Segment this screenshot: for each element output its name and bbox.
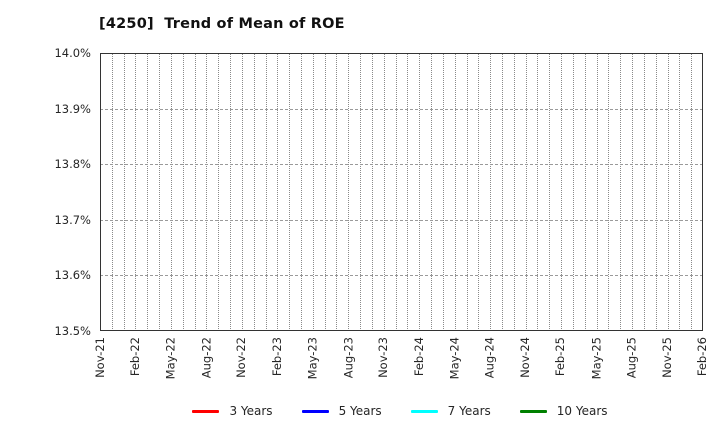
gridline-vertical <box>419 53 421 331</box>
x-axis-tick-label: May-24 <box>447 337 462 380</box>
gridline-vertical <box>478 53 480 331</box>
gridline-vertical <box>655 53 657 331</box>
gridline-vertical <box>360 53 362 331</box>
gridline-vertical <box>691 53 693 331</box>
y-axis-tick-label: 14.0% <box>54 46 91 60</box>
x-axis-tick-label: Aug-23 <box>340 337 355 379</box>
gridline-vertical <box>525 53 527 331</box>
legend-label: 3 Years <box>229 404 273 418</box>
y-axis-tick-label: 13.6% <box>54 268 91 283</box>
y-axis-tick-label: 13.8% <box>54 157 91 172</box>
gridline-vertical <box>182 53 184 331</box>
gridline-vertical <box>123 53 125 331</box>
x-axis-tick-label: Nov-25 <box>660 337 675 378</box>
gridline-vertical <box>383 53 385 331</box>
gridline-vertical <box>442 53 444 331</box>
gridline-vertical <box>620 53 622 331</box>
x-axis-tick-label: Feb-22 <box>127 337 142 377</box>
plot-area <box>100 53 703 331</box>
legend-label: 5 Years <box>338 404 382 418</box>
gridline-horizontal <box>100 275 703 277</box>
x-axis-tick-label: Aug-22 <box>198 337 213 379</box>
gridline-vertical <box>206 53 208 331</box>
x-axis-tick-label: May-22 <box>163 337 178 380</box>
gridline-vertical <box>301 53 302 331</box>
y-axis-tick-label: 13.5% <box>54 324 91 338</box>
data-series-layer <box>100 53 703 331</box>
gridline-vertical <box>490 53 492 331</box>
legend-line-swatch <box>519 410 547 413</box>
gridline-vertical <box>608 53 610 331</box>
gridline-vertical <box>572 53 574 331</box>
x-axis-tick-label: May-23 <box>305 337 320 380</box>
legend: 3 Years 5 Years 7 Years 10 Years <box>40 404 720 419</box>
y-axis-tick-label: 13.9% <box>54 101 91 116</box>
gridline-vertical <box>632 53 634 331</box>
gridline-vertical <box>395 53 397 331</box>
legend-line-swatch <box>410 410 438 413</box>
gridline-horizontal <box>100 219 703 221</box>
x-axis-tick-label: Feb-24 <box>411 337 426 377</box>
x-axis-tick-label: Aug-25 <box>624 337 639 379</box>
x-axis-tick-label: Feb-23 <box>269 337 284 377</box>
gridline-vertical <box>679 53 681 331</box>
legend-line-swatch <box>301 410 329 413</box>
gridline-vertical <box>407 53 409 331</box>
gridline-vertical <box>218 53 220 331</box>
chart-title: [4250] Trend of Mean of ROE <box>99 16 345 32</box>
legend-item-3-years: 3 Years <box>192 404 273 419</box>
gridline-vertical <box>537 53 539 331</box>
x-axis-tick-label: Feb-25 <box>553 337 568 377</box>
gridline-horizontal <box>100 108 703 110</box>
gridline-vertical <box>147 53 149 331</box>
legend-label: 10 Years <box>556 404 608 418</box>
x-axis-tick-label: Nov-23 <box>376 337 391 378</box>
gridline-vertical <box>135 53 137 331</box>
gridline-vertical <box>170 53 172 331</box>
gridline-vertical <box>667 53 669 331</box>
gridline-vertical <box>596 53 598 331</box>
gridline-vertical <box>348 53 350 331</box>
gridline-vertical <box>324 53 326 331</box>
gridline-vertical <box>466 53 468 331</box>
gridline-vertical <box>431 53 433 331</box>
gridline-vertical <box>513 53 515 331</box>
legend-item-10-years: 10 Years <box>519 404 608 419</box>
gridline-vertical <box>561 53 563 331</box>
gridline-vertical <box>289 53 291 331</box>
gridline-vertical <box>265 53 267 331</box>
gridline-vertical <box>312 53 314 331</box>
gridline-vertical <box>194 53 196 331</box>
gridline-vertical <box>159 53 161 331</box>
gridline-vertical <box>253 53 255 331</box>
x-axis-tick-label: May-25 <box>589 337 604 380</box>
legend-item-5-years: 5 Years <box>301 404 382 419</box>
x-axis-tick-label: Nov-21 <box>92 337 107 378</box>
gridline-vertical <box>643 53 645 331</box>
x-axis-tick-label: Feb-26 <box>695 337 710 377</box>
gridline-vertical <box>277 53 279 331</box>
x-axis-tick-label: Aug-24 <box>482 337 497 379</box>
x-axis-tick-label: Nov-24 <box>518 337 533 378</box>
gridline-vertical <box>502 53 503 331</box>
gridline-vertical <box>230 53 232 331</box>
gridline-horizontal <box>100 164 703 166</box>
gridline-vertical <box>584 53 586 331</box>
gridline-vertical <box>336 53 338 331</box>
legend-label: 7 Years <box>447 404 491 418</box>
legend-line-swatch <box>192 410 220 413</box>
gridline-vertical <box>111 53 113 331</box>
gridline-vertical <box>549 53 551 331</box>
gridline-vertical <box>371 53 373 331</box>
y-axis-tick-label: 13.7% <box>54 212 91 227</box>
x-axis-tick-label: Nov-22 <box>234 337 249 378</box>
gridline-vertical <box>241 53 243 331</box>
gridline-vertical <box>454 53 456 331</box>
legend-item-7-years: 7 Years <box>410 404 491 419</box>
